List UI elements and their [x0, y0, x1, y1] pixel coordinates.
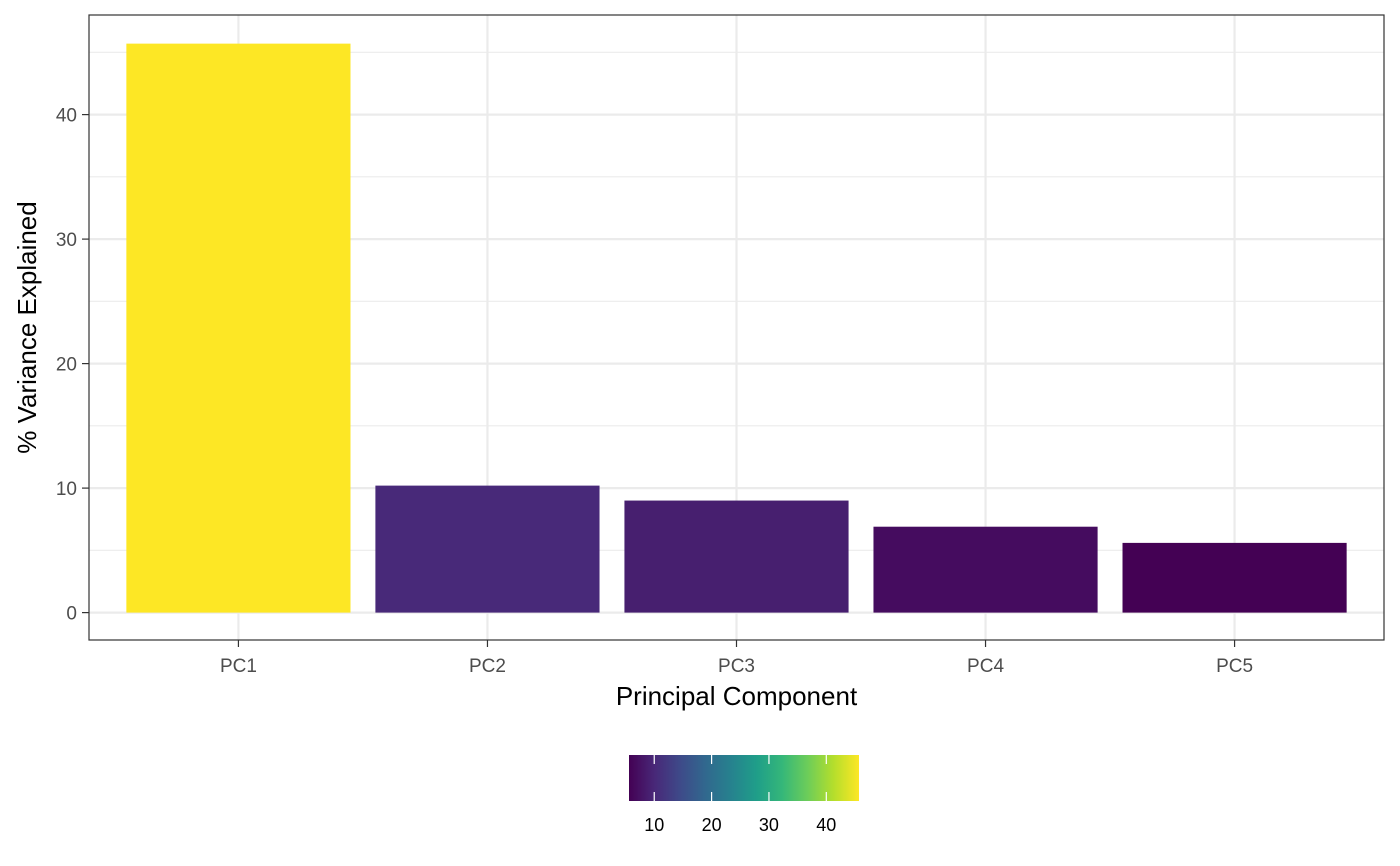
colorbar-tick-label: 30	[759, 815, 779, 835]
bar-pc1	[126, 43, 351, 613]
y-tick-label: 30	[56, 230, 77, 251]
y-axis: 0 10 20 30 40	[56, 106, 89, 625]
y-tick-label: 0	[66, 604, 77, 625]
bar-pc3	[624, 500, 849, 613]
x-tick-label: PC5	[1216, 656, 1253, 677]
colorbar	[629, 755, 859, 801]
x-axis-title: Principal Component	[616, 681, 858, 711]
colorbar-tick-label: 10	[644, 815, 664, 835]
x-tick-label: PC3	[718, 656, 755, 677]
y-tick-label: 20	[56, 355, 77, 376]
x-tick-label: PC4	[967, 656, 1004, 677]
y-tick-label: 40	[56, 106, 77, 127]
colorbar-legend: 10 20 30 40	[629, 755, 859, 835]
bar-pc5	[1122, 542, 1347, 613]
y-axis-title: % Variance Explained	[12, 201, 42, 453]
x-axis: PC1 PC2 PC3 PC4 PC5	[220, 640, 1253, 677]
bar-pc4	[873, 526, 1098, 613]
x-tick-label: PC2	[469, 656, 506, 677]
colorbar-tick-label: 40	[816, 815, 836, 835]
y-tick-label: 10	[56, 479, 77, 500]
bars	[126, 43, 1347, 613]
colorbar-tick-label: 20	[702, 815, 722, 835]
x-tick-label: PC1	[220, 656, 257, 677]
bar-pc2	[375, 485, 600, 613]
